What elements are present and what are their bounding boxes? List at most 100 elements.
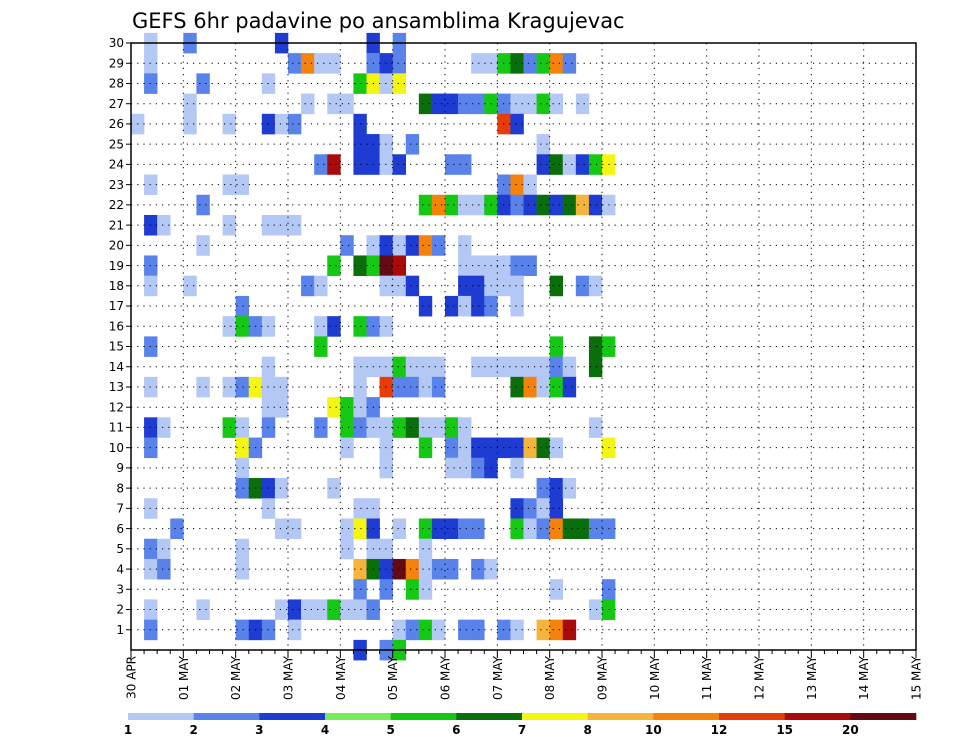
heatmap-cell: [327, 154, 341, 175]
y-tick-label: 11: [109, 421, 124, 435]
heatmap-cell: [562, 356, 577, 378]
heatmap-cell: [562, 518, 577, 540]
heatmap-cell: [353, 599, 367, 620]
heatmap-cell: [418, 619, 433, 641]
heatmap-cell: [405, 235, 420, 256]
heatmap-cell: [157, 214, 171, 236]
y-tick-label: 26: [109, 117, 124, 131]
heatmap-cell: [392, 235, 407, 256]
heatmap-cell: [510, 295, 524, 317]
y-tick-label: 30: [109, 36, 124, 50]
heatmap-cell: [235, 457, 250, 479]
x-tick-label: 06 MAY: [439, 655, 453, 700]
colorbar-label: 3: [255, 723, 263, 737]
heatmap-cell: [418, 538, 433, 560]
heatmap-cell: [222, 316, 236, 337]
heatmap-cell: [196, 235, 210, 256]
heatmap-cell: [458, 437, 472, 459]
heatmap-cell: [235, 174, 250, 196]
heatmap-cell: [431, 235, 446, 256]
heatmap-cell: [288, 214, 302, 236]
y-tick-label: 27: [109, 97, 124, 111]
heatmap-cell: [510, 255, 524, 276]
colorbar-swatch: [193, 713, 260, 720]
heatmap-cell: [510, 619, 524, 641]
heatmap-cell: [536, 478, 550, 499]
heatmap-cell: [392, 53, 407, 74]
heatmap-cell: [458, 255, 472, 276]
heatmap-cell: [418, 437, 433, 459]
heatmap-cell: [510, 194, 524, 216]
y-tick-label: 7: [116, 502, 124, 516]
heatmap-cell: [536, 134, 550, 155]
heatmap-cell: [288, 599, 302, 620]
y-tick-label: 14: [109, 360, 124, 374]
heatmap-cell: [274, 397, 289, 418]
heatmap-cell: [222, 214, 236, 236]
heatmap-cell: [510, 457, 524, 479]
heatmap-cell: [196, 194, 210, 216]
heatmap-cell: [536, 437, 550, 459]
heatmap-cell: [418, 558, 433, 580]
heatmap-cell: [314, 275, 328, 297]
heatmap-cell: [431, 194, 446, 216]
heatmap-cell: [431, 356, 446, 378]
y-tick-label: 22: [109, 198, 124, 212]
heatmap-cell: [588, 356, 603, 378]
heatmap-cell: [562, 53, 577, 74]
colorbar-label: 8: [583, 723, 591, 737]
heatmap-cell: [418, 518, 433, 540]
heatmap-cell: [353, 579, 367, 600]
heatmap-cell: [431, 518, 446, 540]
y-tick-label: 16: [109, 319, 124, 333]
y-tick-label: 10: [109, 441, 124, 455]
heatmap-cell: [157, 538, 171, 560]
colorbar-swatch: [719, 713, 785, 720]
heatmap-cell: [392, 275, 407, 297]
y-tick-label: 19: [109, 259, 124, 273]
heatmap-cell: [471, 53, 485, 74]
colorbar-label: 1: [124, 723, 132, 737]
heatmap-cell: [405, 275, 420, 297]
y-tick-label: 18: [109, 279, 124, 293]
heatmap-cell: [471, 457, 485, 479]
heatmap-cell: [549, 478, 564, 499]
heatmap-cell: [157, 417, 171, 438]
heatmap-cell: [288, 619, 302, 641]
x-tick-label: 03 MAY: [282, 655, 296, 700]
colorbar-swatch: [784, 713, 851, 720]
heatmap-cell: [170, 518, 184, 540]
heatmap-cell: [471, 619, 485, 641]
x-axis: 30 APR 01 MAY 02 MAY 03 MAY 04 MAY 05 MAY 06 M…: [125, 650, 924, 700]
heatmap-cell: [353, 154, 367, 175]
heatmap-cell: [445, 93, 459, 115]
heatmap-cell: [523, 437, 537, 459]
x-tick-label: 10 MAY: [648, 655, 662, 700]
colorbar-label: 5: [386, 723, 394, 737]
heatmap-cell: [445, 417, 459, 438]
y-tick-label: 25: [109, 137, 124, 151]
heatmap-cell: [536, 619, 550, 641]
x-tick-label: 07 MAY: [491, 655, 505, 700]
heatmap-cell: [157, 558, 171, 580]
heatmap-cell: [431, 376, 446, 398]
heatmap-cell: [458, 619, 472, 641]
heatmap-cell: [418, 356, 433, 378]
heatmap-cell: [314, 316, 328, 337]
heatmap-cell: [549, 194, 564, 216]
x-tick-label: 09 MAY: [596, 655, 610, 700]
heatmap-cell: [353, 73, 367, 94]
colorbar-label: 7: [518, 723, 526, 737]
heatmap-cell: [274, 478, 289, 499]
heatmap-cell: [405, 558, 420, 580]
heatmap-cell: [235, 619, 250, 641]
heatmap-cell: [445, 295, 459, 317]
heatmap-cell: [327, 397, 341, 418]
heatmap-cell: [536, 518, 550, 540]
y-tick-label: 12: [109, 400, 124, 414]
heatmap-cell: [327, 316, 341, 337]
colorbar-label: 2: [189, 723, 197, 737]
heatmap-cell: [536, 93, 550, 115]
heatmap-cell: [353, 498, 367, 519]
